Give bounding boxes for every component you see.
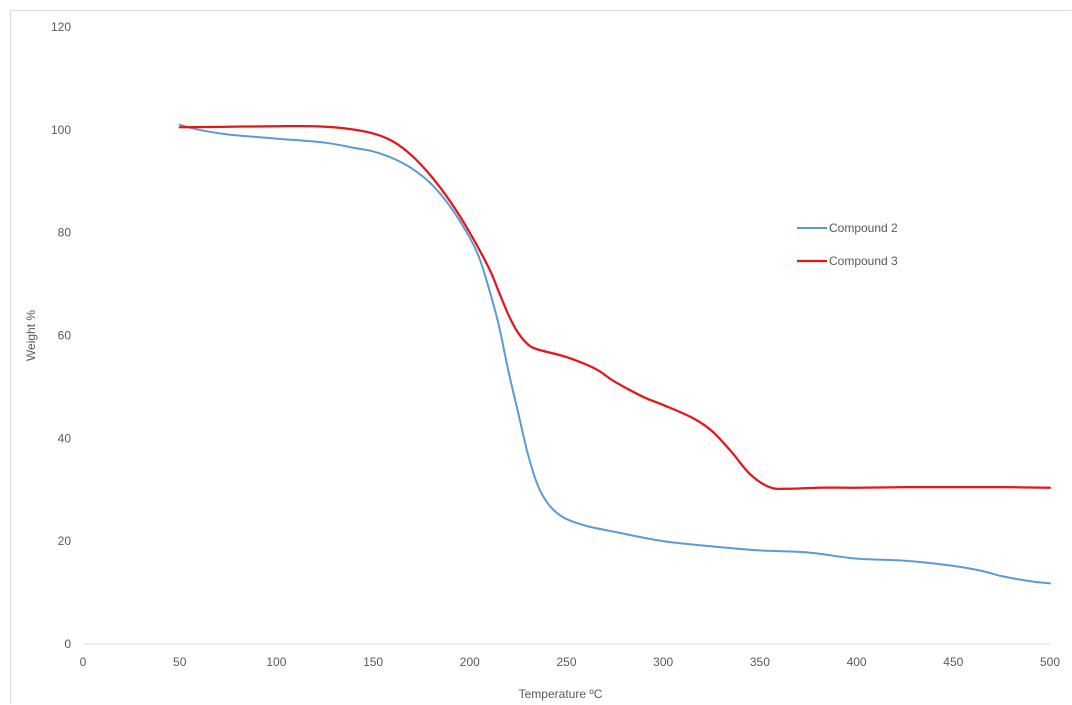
x-tick-label: 100 (266, 655, 286, 669)
legend: Compound 2 Compound 3 (797, 221, 898, 268)
x-tick-label: 350 (750, 655, 770, 669)
y-tick-label: 20 (58, 534, 72, 548)
x-tick-label: 150 (363, 655, 383, 669)
y-axis-title: Weight % (24, 310, 38, 361)
y-tick-label: 0 (64, 637, 71, 651)
x-tick-labels: 0 50 100 150 200 250 300 350 400 450 500 (80, 655, 1061, 669)
x-tick-label: 400 (847, 655, 867, 669)
x-tick-label: 0 (80, 655, 87, 669)
series-lines (178, 123, 1052, 585)
legend-label-compound-2: Compound 2 (829, 221, 898, 235)
x-axis-title: Temperature ºC (519, 687, 603, 701)
y-tick-labels: 0 20 40 60 80 100 120 (51, 20, 71, 651)
y-tick-label: 40 (58, 431, 72, 445)
x-tick-label: 50 (173, 655, 187, 669)
y-tick-label: 100 (51, 123, 71, 137)
y-tick-label: 60 (58, 329, 72, 343)
series-line-compound-2 (178, 123, 1051, 585)
chart-frame (10, 10, 1071, 704)
x-tick-label: 450 (943, 655, 963, 669)
y-tick-label: 120 (51, 20, 71, 34)
legend-label-compound-3: Compound 3 (829, 254, 898, 268)
x-tick-label: 250 (556, 655, 576, 669)
x-tick-label: 200 (460, 655, 480, 669)
x-tick-label: 300 (653, 655, 673, 669)
series-line-compound-3 (178, 124, 1052, 490)
x-tick-label: 500 (1040, 655, 1060, 669)
y-tick-label: 80 (58, 226, 72, 240)
